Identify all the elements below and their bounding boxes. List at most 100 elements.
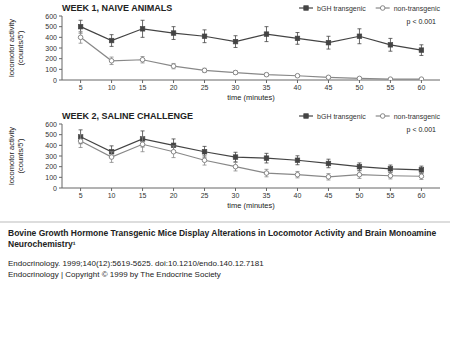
figure: WEEK 1, NAIVE ANIMALS0100200300400500600… <box>0 0 450 338</box>
error-bar-cap <box>141 62 145 63</box>
x-tick <box>421 80 422 83</box>
error-bar-cap <box>264 41 268 42</box>
error-bar <box>110 57 114 64</box>
x-tick <box>80 188 81 191</box>
x-tick-label: 20 <box>170 84 178 91</box>
error-bar <box>388 38 392 51</box>
error-bar-cap <box>110 34 114 35</box>
x-tick <box>266 80 267 83</box>
error-bar-cap <box>172 138 176 139</box>
x-tick <box>235 80 236 83</box>
caption-line: Bovine Growth Hormone Transgenic Mice Di… <box>8 228 436 238</box>
annotation: p < 0.001 <box>407 18 436 26</box>
error-bar-cap <box>295 32 299 33</box>
point <box>78 35 83 40</box>
error-bar-cap <box>79 31 83 32</box>
error-bar <box>326 36 330 49</box>
x-tick <box>204 80 205 83</box>
error-bar-cap <box>419 166 423 167</box>
error-bar <box>388 173 392 179</box>
point <box>295 73 300 78</box>
x-tick <box>328 80 329 83</box>
legend-item: non-transgenic <box>376 5 441 13</box>
y-tick-label: 200 <box>45 163 57 170</box>
error-bar <box>172 63 176 68</box>
error-bar-cap <box>110 46 114 47</box>
separator <box>0 222 450 223</box>
y-tick <box>59 134 62 135</box>
error-bar <box>110 35 114 47</box>
error-bar-cap <box>326 159 330 160</box>
point <box>388 173 393 178</box>
error-bar <box>203 30 207 43</box>
error-bar <box>110 152 114 163</box>
point <box>326 161 331 166</box>
legend-label: bGH transgenic <box>317 113 366 121</box>
x-tick-label: 60 <box>418 192 426 199</box>
error-bar-cap <box>326 180 330 181</box>
point <box>326 75 331 80</box>
point <box>140 142 145 147</box>
point <box>388 167 393 172</box>
error-bar-cap <box>141 151 145 152</box>
x-tick <box>266 188 267 191</box>
caption-line: Neurochemistry¹ <box>8 239 76 249</box>
x-tick-label: 5 <box>79 84 83 91</box>
point <box>419 174 424 179</box>
y-tick-label: 300 <box>45 45 57 52</box>
error-bar <box>234 71 238 75</box>
chart: WEEK 2, SALINE CHALLENGE0100200300400500… <box>7 111 440 210</box>
error-bar-cap <box>234 35 238 36</box>
point <box>388 77 393 80</box>
error-bar-cap <box>388 165 392 166</box>
point <box>295 36 300 41</box>
error-bar-cap <box>388 38 392 39</box>
error-bar-cap <box>419 55 423 56</box>
y-tick-label: 500 <box>45 131 57 138</box>
error-bar-cap <box>388 178 392 179</box>
y-tick <box>59 124 62 125</box>
legend-label: non-transgenic <box>394 5 441 13</box>
legend-swatch-marker <box>304 114 309 119</box>
error-bar <box>326 159 330 168</box>
x-tick-label: 40 <box>294 84 302 91</box>
error-bar-cap <box>110 151 114 152</box>
y-tick <box>59 177 62 178</box>
error-bar <box>203 146 207 157</box>
line <box>81 37 422 79</box>
x-tick-label: 35 <box>263 192 271 199</box>
y-axis-label-line: locomotor activity <box>7 19 16 77</box>
error-bar <box>419 45 423 56</box>
x-tick-label: 25 <box>201 192 209 199</box>
legend-swatch-marker <box>380 6 385 11</box>
point <box>140 27 145 32</box>
error-bar-cap <box>203 42 207 43</box>
x-tick <box>421 188 422 191</box>
x-tick <box>80 80 81 83</box>
error-bar-cap <box>203 146 207 147</box>
error-bar <box>419 173 423 179</box>
x-tick-label: 45 <box>325 192 333 199</box>
point <box>419 77 424 80</box>
x-tick <box>142 80 143 83</box>
x-tick-label: 50 <box>356 192 364 199</box>
error-bar-cap <box>295 164 299 165</box>
x-tick <box>359 188 360 191</box>
x-tick <box>111 188 112 191</box>
point <box>202 34 207 39</box>
error-bar-cap <box>141 37 145 38</box>
error-bar-cap <box>357 28 361 29</box>
y-tick <box>59 69 62 70</box>
point <box>202 158 207 163</box>
y-axis-label: locomotor activity(counts/5') <box>7 127 25 185</box>
x-tick-label: 30 <box>232 192 240 199</box>
x-axis-label: time (minutes) <box>227 201 275 210</box>
point <box>171 64 176 69</box>
error-bar-cap <box>357 43 361 44</box>
x-tick-label: 35 <box>263 84 271 91</box>
error-bar <box>295 33 299 45</box>
point <box>233 39 238 44</box>
error-bar <box>357 29 361 44</box>
point <box>109 155 114 160</box>
error-bar-cap <box>203 29 207 30</box>
